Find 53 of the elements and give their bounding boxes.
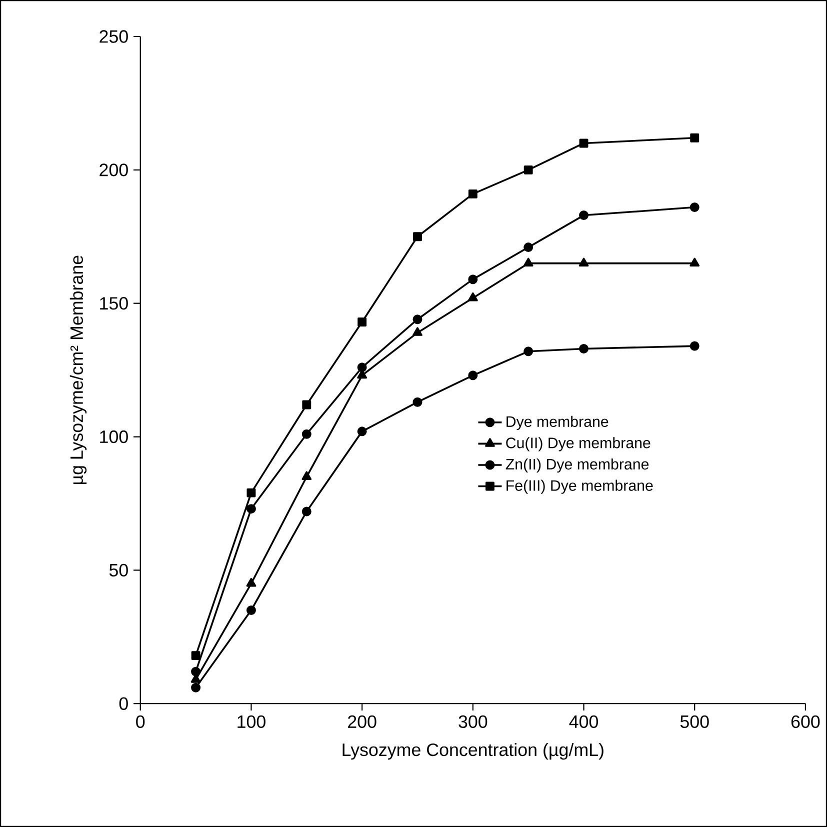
- point: [412, 397, 422, 407]
- point: [468, 292, 478, 302]
- legend-label: Cu(II) Dye membrane: [506, 437, 650, 452]
- point: [579, 138, 588, 148]
- y-tick-label: 50: [109, 564, 128, 577]
- legend-label: Dye membrane: [506, 416, 608, 430]
- y-tick-label: 150: [100, 297, 128, 310]
- y-tick-label: 250: [100, 30, 128, 43]
- x-tick-label: 500: [680, 715, 709, 728]
- y-tick-label: 100: [100, 430, 128, 444]
- point: [191, 666, 201, 676]
- point: [523, 258, 534, 267]
- point: [579, 210, 589, 220]
- x-tick-label: 600: [791, 715, 820, 728]
- point: [246, 488, 256, 498]
- point: [191, 682, 201, 692]
- legend-label: Fe(III) Dye membrane: [506, 480, 653, 494]
- point: [690, 133, 700, 142]
- point: [358, 318, 367, 326]
- point: [690, 202, 700, 212]
- point: [246, 578, 256, 587]
- point: [468, 370, 478, 380]
- point: [690, 341, 700, 351]
- y-axis-title: µg Lysozyme/cm² Membrane: [70, 256, 87, 484]
- point: [357, 362, 367, 372]
- x-tick-label: 200: [348, 715, 376, 728]
- point: [524, 346, 534, 356]
- y-tick-label: 200: [100, 164, 128, 176]
- point: [468, 189, 478, 198]
- point: [468, 274, 478, 284]
- y-tick-label: 0: [119, 697, 128, 710]
- point: [246, 605, 256, 615]
- point: [579, 344, 589, 354]
- x-tick-label: 400: [569, 715, 598, 728]
- point: [413, 232, 422, 242]
- point: [578, 258, 589, 267]
- x-tick-label: 100: [238, 715, 266, 728]
- point: [302, 506, 312, 516]
- point: [191, 651, 200, 660]
- legend-label: Zn(II) Dye membrane: [506, 458, 649, 473]
- point: [524, 165, 533, 174]
- point: [357, 426, 367, 436]
- point: [412, 327, 422, 336]
- point: [412, 314, 422, 324]
- point: [302, 471, 312, 480]
- x-tick-label: 0: [136, 715, 145, 728]
- x-tick-label: 300: [458, 715, 488, 728]
- point: [246, 504, 256, 514]
- point: [302, 429, 312, 439]
- point: [690, 258, 700, 267]
- point: [524, 242, 534, 252]
- x-axis-title: Lysozyme Concentration (µg/mL): [342, 742, 604, 760]
- point: [302, 400, 312, 410]
